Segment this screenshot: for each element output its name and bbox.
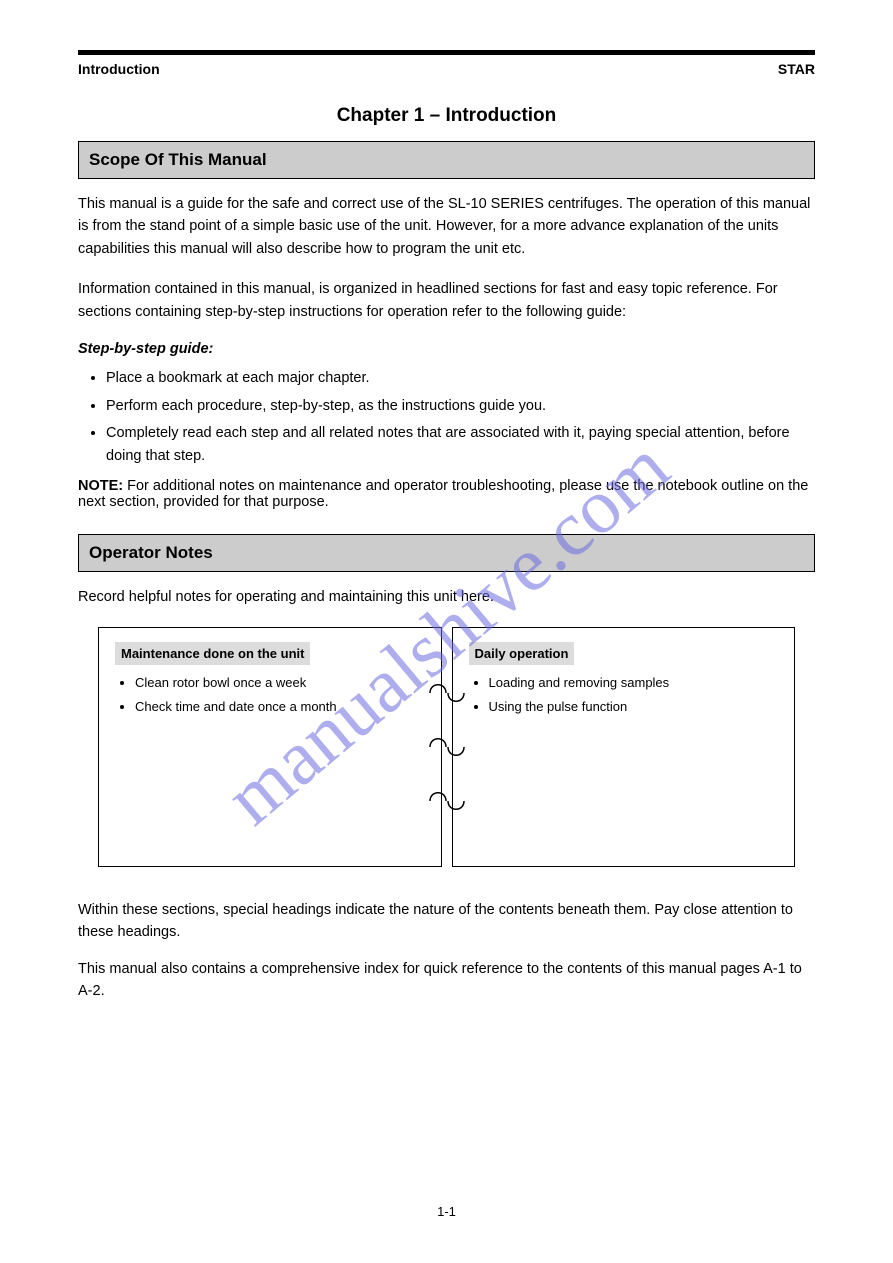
notebook-right-label: Daily operation	[469, 642, 575, 666]
after-notebook: Within these sections, special headings …	[78, 899, 815, 1003]
notebook-left-item: Clean rotor bowl once a week	[135, 673, 425, 693]
guide-bullet-item: Completely read each step and all relate…	[106, 422, 815, 468]
header-right: STAR	[778, 61, 815, 77]
running-header: Introduction STAR	[78, 61, 815, 77]
after-notebook-p2: This manual also contains a comprehensiv…	[78, 958, 815, 1003]
page-number: 1-1	[0, 1204, 893, 1219]
guide-bullet-item: Place a bookmark at each major chapter.	[106, 367, 815, 390]
notebook-left-panel: Maintenance done on the unit Clean rotor…	[98, 627, 442, 867]
notebook-right-item: Loading and removing samples	[489, 673, 779, 693]
note-paragraph: NOTE: For additional notes on maintenanc…	[78, 478, 815, 510]
after-notebook-p1: Within these sections, special headings …	[78, 899, 815, 944]
note-label: NOTE:	[78, 478, 127, 494]
notebook-left-list: Clean rotor bowl once a week Check time …	[135, 673, 425, 716]
notebook-right-list: Loading and removing samples Using the p…	[489, 673, 779, 716]
notebook-right-item: Using the pulse function	[489, 697, 779, 717]
paragraph-intro-2: Information contained in this manual, is…	[78, 278, 815, 323]
paragraph-intro-1: This manual is a guide for the safe and …	[78, 193, 815, 260]
notebook-right-panel: Daily operation Loading and removing sam…	[452, 627, 796, 867]
binder-ring-icon	[426, 735, 468, 759]
top-rule	[78, 50, 815, 55]
binder-rings	[426, 681, 468, 813]
guide-bullet-item: Perform each procedure, step-by-step, as…	[106, 395, 815, 418]
subheading-guide: Step-by-step guide:	[78, 341, 815, 357]
notebook: Maintenance done on the unit Clean rotor…	[98, 627, 795, 867]
binder-ring-icon	[426, 789, 468, 813]
notes-intro: Record helpful notes for operating and m…	[78, 586, 815, 608]
header-left: Introduction	[78, 61, 160, 77]
page-content: Introduction STAR Chapter 1 – Introducti…	[0, 0, 893, 1056]
notebook-left-item: Check time and date once a month	[135, 697, 425, 717]
guide-bullet-list: Place a bookmark at each major chapter. …	[106, 367, 815, 468]
chapter-title: Chapter 1 – Introduction	[78, 105, 815, 127]
note-text: For additional notes on maintenance and …	[78, 478, 808, 510]
section-heading-notes: Operator Notes	[78, 534, 815, 572]
section-heading-scope: Scope Of This Manual	[78, 141, 815, 179]
notebook-left-label: Maintenance done on the unit	[115, 642, 310, 666]
binder-ring-icon	[426, 681, 468, 705]
